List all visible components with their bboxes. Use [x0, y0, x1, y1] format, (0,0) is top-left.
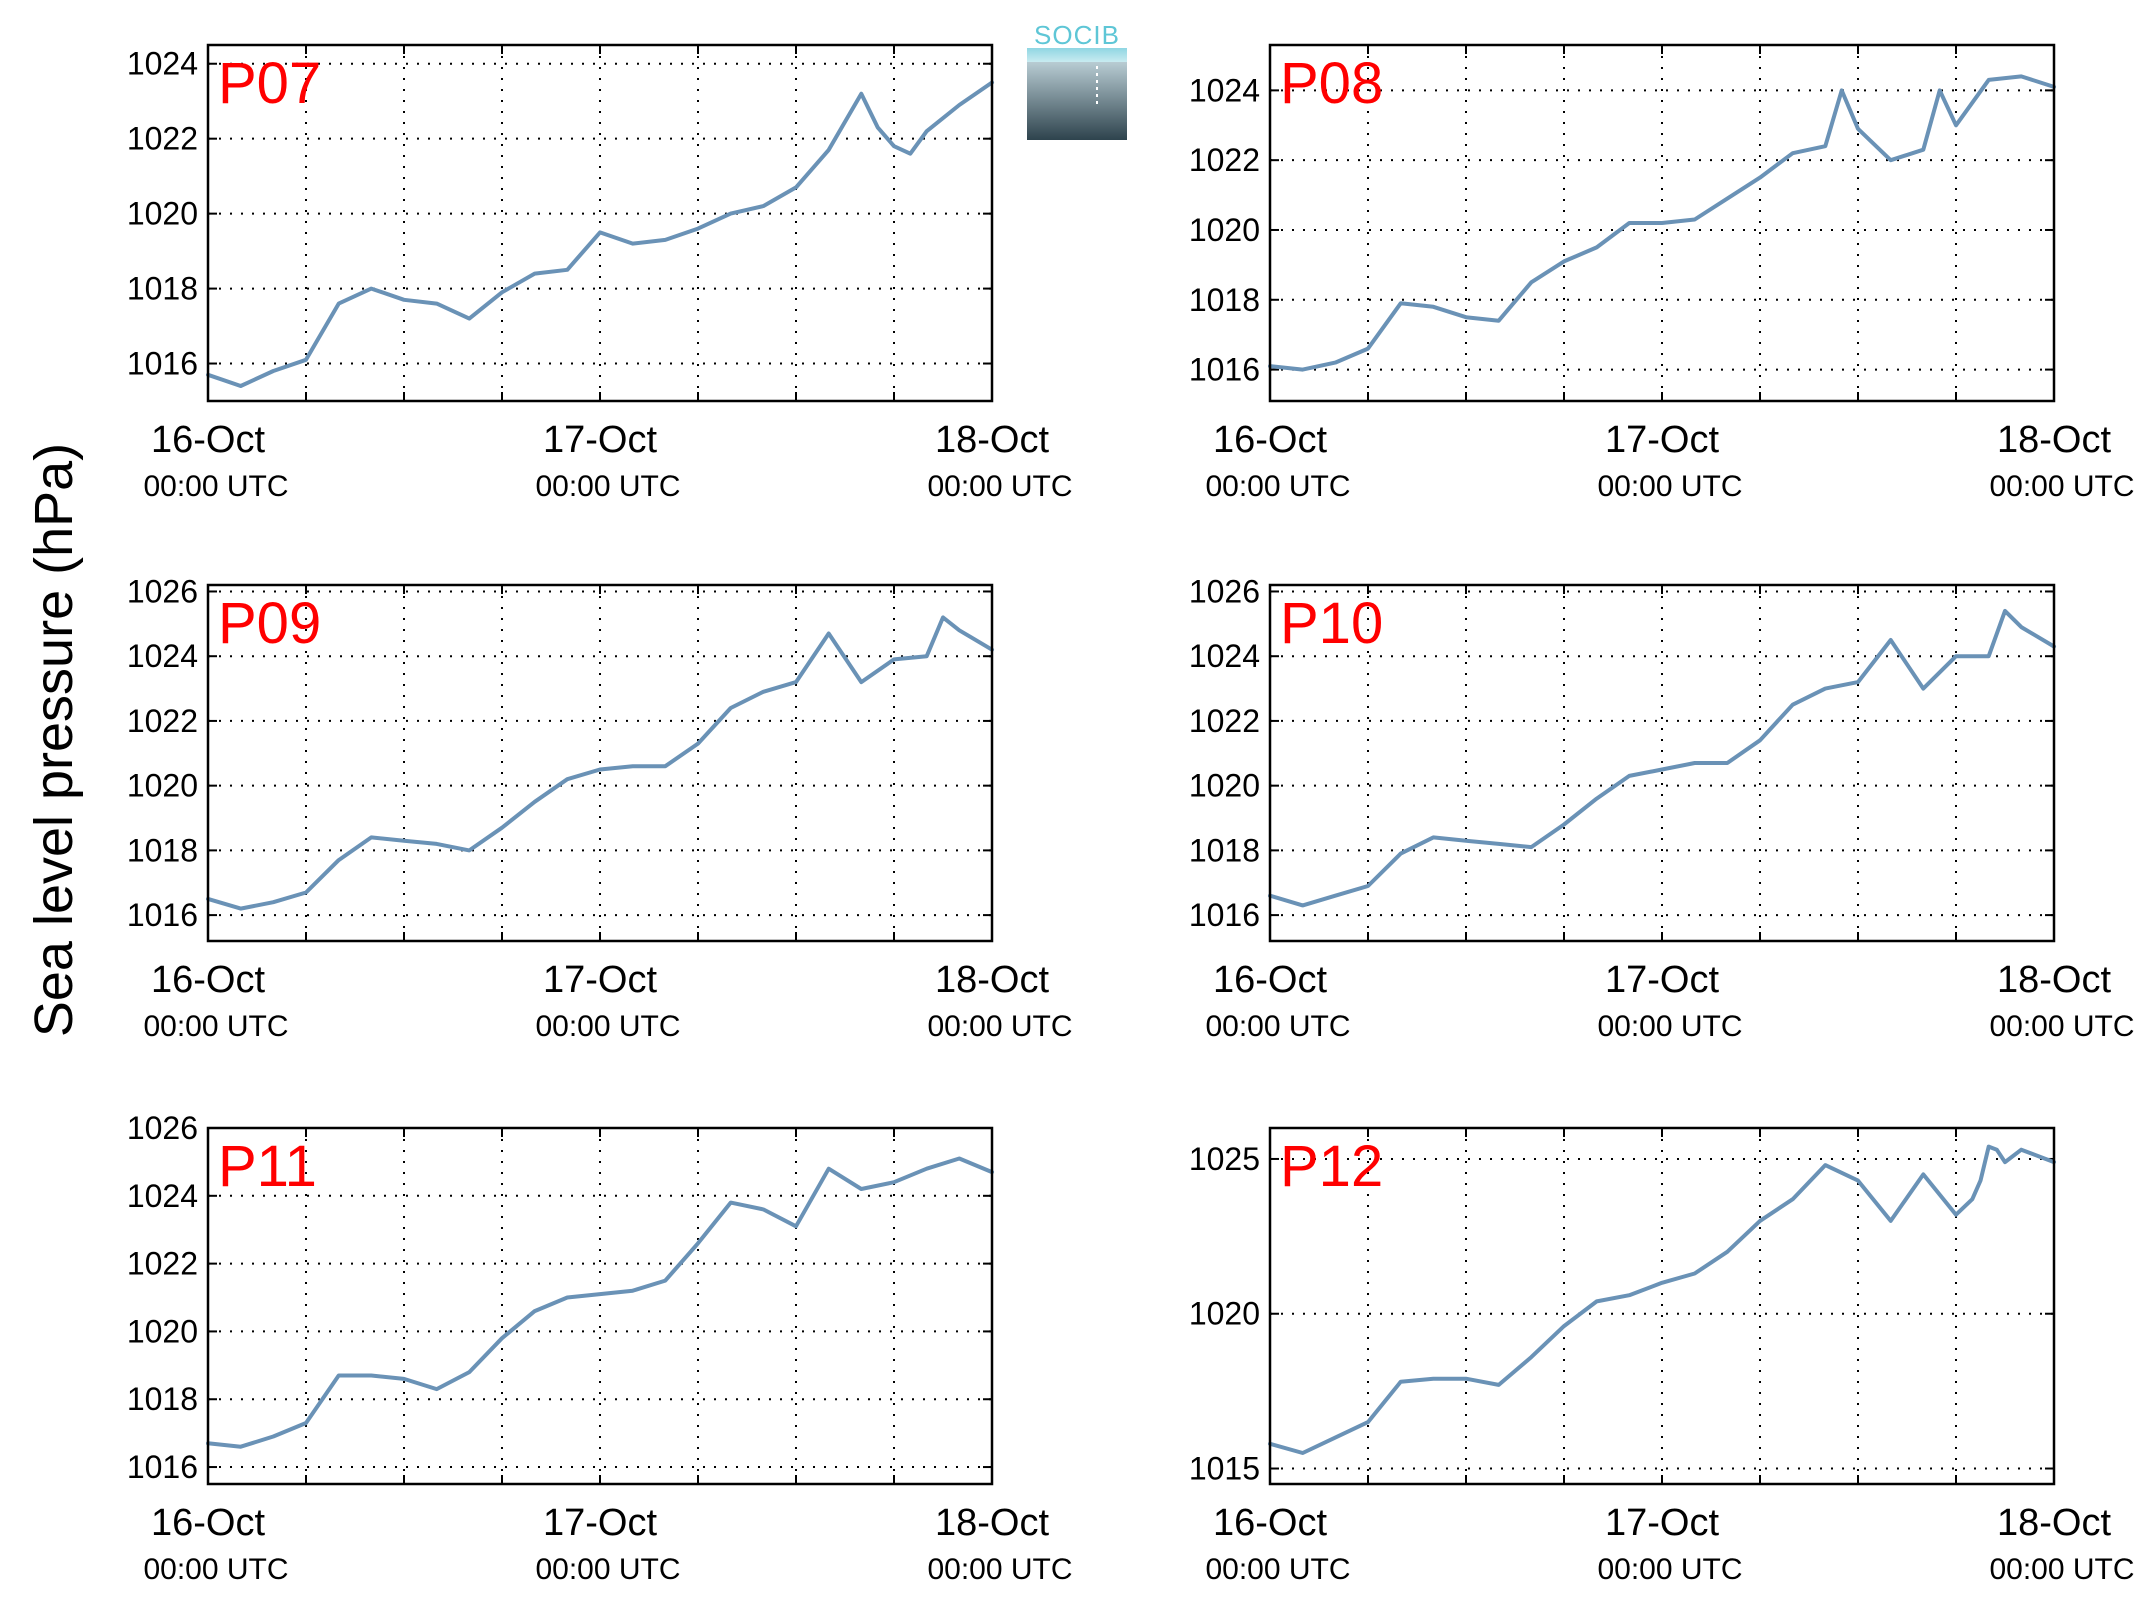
- y-tick-label: 1022: [1189, 142, 1260, 178]
- x-tick-time: 00:00 UTC: [1205, 470, 1350, 503]
- x-tick-time: 00:00 UTC: [927, 470, 1072, 503]
- x-tick-time: 00:00 UTC: [535, 470, 680, 503]
- y-tick-label: 1022: [1189, 703, 1260, 739]
- pressure-series-line: [1268, 608, 2056, 908]
- y-tick-label: 1018: [1189, 282, 1260, 318]
- y-tick-label: 1020: [1189, 768, 1260, 804]
- y-tick-label: 1022: [127, 1246, 198, 1282]
- y-tick-label: 1024: [127, 638, 198, 674]
- x-tick-time: 00:00 UTC: [1597, 1010, 1742, 1043]
- x-tick-date: 16-Oct: [1213, 959, 1327, 1001]
- panel-p09: 1016 1018 1020 1022 1024 1026 16-Oct 00:00 UTC 1…: [127, 573, 1073, 1043]
- panel-label: P07: [218, 51, 321, 116]
- x-tick-date: 17-Oct: [1605, 419, 1719, 461]
- x-tick-date: 17-Oct: [543, 419, 657, 461]
- y-tick-label: 1026: [127, 1110, 198, 1146]
- x-tick-time: 00:00 UTC: [535, 1010, 680, 1043]
- y-tick-label: 1020: [1189, 1296, 1260, 1332]
- y-tick-label: 1020: [127, 1313, 198, 1349]
- x-tick-time: 00:00 UTC: [1597, 1553, 1742, 1586]
- x-tick-time: 00:00 UTC: [1989, 1553, 2134, 1586]
- y-tick-label: 1026: [1189, 573, 1260, 609]
- x-tick-time: 00:00 UTC: [143, 1553, 288, 1586]
- x-tick-date: 16-Oct: [151, 419, 265, 461]
- x-tick-date: 18-Oct: [1997, 959, 2111, 1001]
- x-tick-date: 16-Oct: [1213, 419, 1327, 461]
- panel-p11: 1016 1018 1020 1022 1024 1026 16-Oct 00:00 UTC 1…: [127, 1110, 1073, 1586]
- y-tick-label: 1020: [1189, 212, 1260, 248]
- x-tick-date: 17-Oct: [543, 1502, 657, 1544]
- pressure-series-line: [1268, 1144, 2056, 1455]
- y-tick-label: 1024: [127, 1178, 198, 1214]
- panel-p08: 1016 1018 1020 1022 1024 16-Oct 00:00 UTC 17-Oc…: [1189, 43, 2135, 503]
- y-tick-label: 1022: [127, 703, 198, 739]
- x-tick-time: 00:00 UTC: [1205, 1553, 1350, 1586]
- y-tick-label: 1016: [127, 897, 198, 933]
- x-tick-time: 00:00 UTC: [1205, 1010, 1350, 1043]
- y-tick-label: 1015: [1189, 1451, 1260, 1487]
- y-tick-label: 1018: [127, 832, 198, 868]
- x-tick-date: 16-Oct: [151, 959, 265, 1001]
- logo-text: SOCIB: [1034, 20, 1120, 50]
- panel-p07: 1016 1018 1020 1022 1024 16-Oct 00:00 UTC 17-Oc…: [127, 43, 1073, 503]
- x-tick-date: 16-Oct: [151, 1502, 265, 1544]
- panel-label: P11: [218, 1134, 317, 1199]
- y-tick-label: 1016: [1189, 897, 1260, 933]
- y-tick-label: 1024: [1189, 72, 1260, 108]
- x-tick-date: 17-Oct: [543, 959, 657, 1001]
- y-tick-label: 1018: [1189, 832, 1260, 868]
- plot-frame: [206, 43, 994, 403]
- y-tick-label: 1024: [1189, 638, 1260, 674]
- y-tick-label: 1016: [127, 1449, 198, 1485]
- x-tick-time: 00:00 UTC: [143, 1010, 288, 1043]
- x-tick-time: 00:00 UTC: [1989, 1010, 2134, 1043]
- x-tick-date: 17-Oct: [1605, 1502, 1719, 1544]
- panel-p12: 1015 1020 1025 16-Oct 00:00 UTC 17-Oct 00:00 U…: [1189, 1126, 2135, 1586]
- panel-p10: 1016 1018 1020 1022 1024 1026 16-Oct 00:00 UTC 1…: [1189, 573, 2135, 1043]
- pressure-series-line: [206, 615, 994, 911]
- x-tick-time: 00:00 UTC: [927, 1010, 1072, 1043]
- y-tick-label: 1018: [127, 1381, 198, 1417]
- pressure-series-line: [1268, 74, 2056, 372]
- x-tick-date: 18-Oct: [1997, 1502, 2111, 1544]
- plot-frame: [1268, 1126, 2056, 1486]
- panel-label: P09: [218, 591, 321, 656]
- panels: 1016 1018 1020 1022 1024 16-Oct 00:00 UTC 17-Oc…: [127, 43, 2135, 1586]
- plot-frame: [1268, 583, 2056, 943]
- panel-label: P12: [1280, 1134, 1383, 1199]
- y-tick-label: 1020: [127, 768, 198, 804]
- x-tick-date: 18-Oct: [935, 1502, 1049, 1544]
- x-tick-time: 00:00 UTC: [1597, 470, 1742, 503]
- y-tick-label: 1018: [127, 271, 198, 307]
- plot-frame: [206, 583, 994, 943]
- y-tick-label: 1020: [127, 196, 198, 232]
- plot-frame: [206, 1126, 994, 1486]
- y-tick-label: 1016: [1189, 352, 1260, 388]
- y-tick-label: 1025: [1189, 1141, 1260, 1177]
- socib-logo: SOCIB: [1027, 20, 1127, 140]
- x-tick-time: 00:00 UTC: [1989, 470, 2134, 503]
- pressure-series-line: [206, 80, 994, 388]
- y-axis-label: Sea level pressure (hPa): [24, 443, 84, 1037]
- pressure-series-line: [206, 1156, 994, 1449]
- x-tick-date: 17-Oct: [1605, 959, 1719, 1001]
- x-tick-date: 18-Oct: [1997, 419, 2111, 461]
- x-tick-date: 18-Oct: [935, 959, 1049, 1001]
- x-tick-time: 00:00 UTC: [143, 470, 288, 503]
- y-tick-label: 1022: [127, 121, 198, 157]
- y-tick-label: 1026: [127, 573, 198, 609]
- x-tick-date: 18-Oct: [935, 419, 1049, 461]
- y-tick-label: 1024: [127, 46, 198, 82]
- panel-label: P08: [1280, 51, 1383, 116]
- x-tick-time: 00:00 UTC: [927, 1553, 1072, 1586]
- panel-label: P10: [1280, 591, 1383, 656]
- y-tick-label: 1016: [127, 346, 198, 382]
- x-tick-date: 16-Oct: [1213, 1502, 1327, 1544]
- x-tick-time: 00:00 UTC: [535, 1553, 680, 1586]
- plot-frame: [1268, 43, 2056, 403]
